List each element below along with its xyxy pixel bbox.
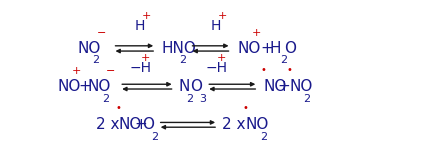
Text: NO: NO	[77, 41, 101, 56]
Text: •: •	[286, 65, 292, 75]
Text: 2: 2	[280, 55, 287, 65]
Text: +: +	[260, 41, 273, 56]
Text: −H: −H	[129, 61, 151, 75]
Text: 2: 2	[260, 132, 267, 142]
Text: +: +	[278, 79, 290, 94]
Text: +: +	[252, 28, 261, 38]
Text: +: +	[78, 79, 91, 94]
Text: H: H	[270, 41, 281, 56]
Text: 2: 2	[151, 132, 158, 142]
Text: •: •	[242, 103, 248, 113]
Text: O: O	[143, 117, 154, 132]
Text: NO: NO	[238, 41, 261, 56]
Text: 2: 2	[180, 55, 187, 65]
Text: NO: NO	[245, 117, 269, 132]
Text: HNO: HNO	[161, 41, 196, 56]
Text: 2 x: 2 x	[222, 117, 246, 132]
Text: 2: 2	[187, 94, 194, 104]
Text: 2: 2	[303, 94, 311, 104]
Text: •: •	[116, 103, 122, 113]
Text: 2: 2	[92, 55, 99, 65]
Text: NO: NO	[57, 79, 81, 94]
Text: 2: 2	[102, 94, 109, 104]
Text: O: O	[191, 79, 203, 94]
Text: NO: NO	[289, 79, 312, 94]
Text: +: +	[72, 66, 81, 76]
Text: NO: NO	[264, 79, 287, 94]
Text: H: H	[134, 19, 145, 33]
Text: 3: 3	[199, 94, 206, 104]
Text: •: •	[261, 65, 267, 75]
Text: +: +	[142, 11, 152, 21]
Text: H: H	[210, 19, 221, 33]
Text: O: O	[284, 41, 295, 56]
Text: +: +	[140, 53, 150, 63]
Text: N: N	[179, 79, 190, 94]
Text: NO: NO	[87, 79, 111, 94]
Text: −: −	[96, 28, 106, 38]
Text: +: +	[216, 53, 226, 63]
Text: −: −	[106, 66, 116, 76]
Text: NO: NO	[119, 117, 142, 132]
Text: +: +	[134, 117, 147, 132]
Text: 2 x: 2 x	[96, 117, 119, 132]
Text: +: +	[218, 11, 227, 21]
Text: −H: −H	[205, 61, 227, 75]
